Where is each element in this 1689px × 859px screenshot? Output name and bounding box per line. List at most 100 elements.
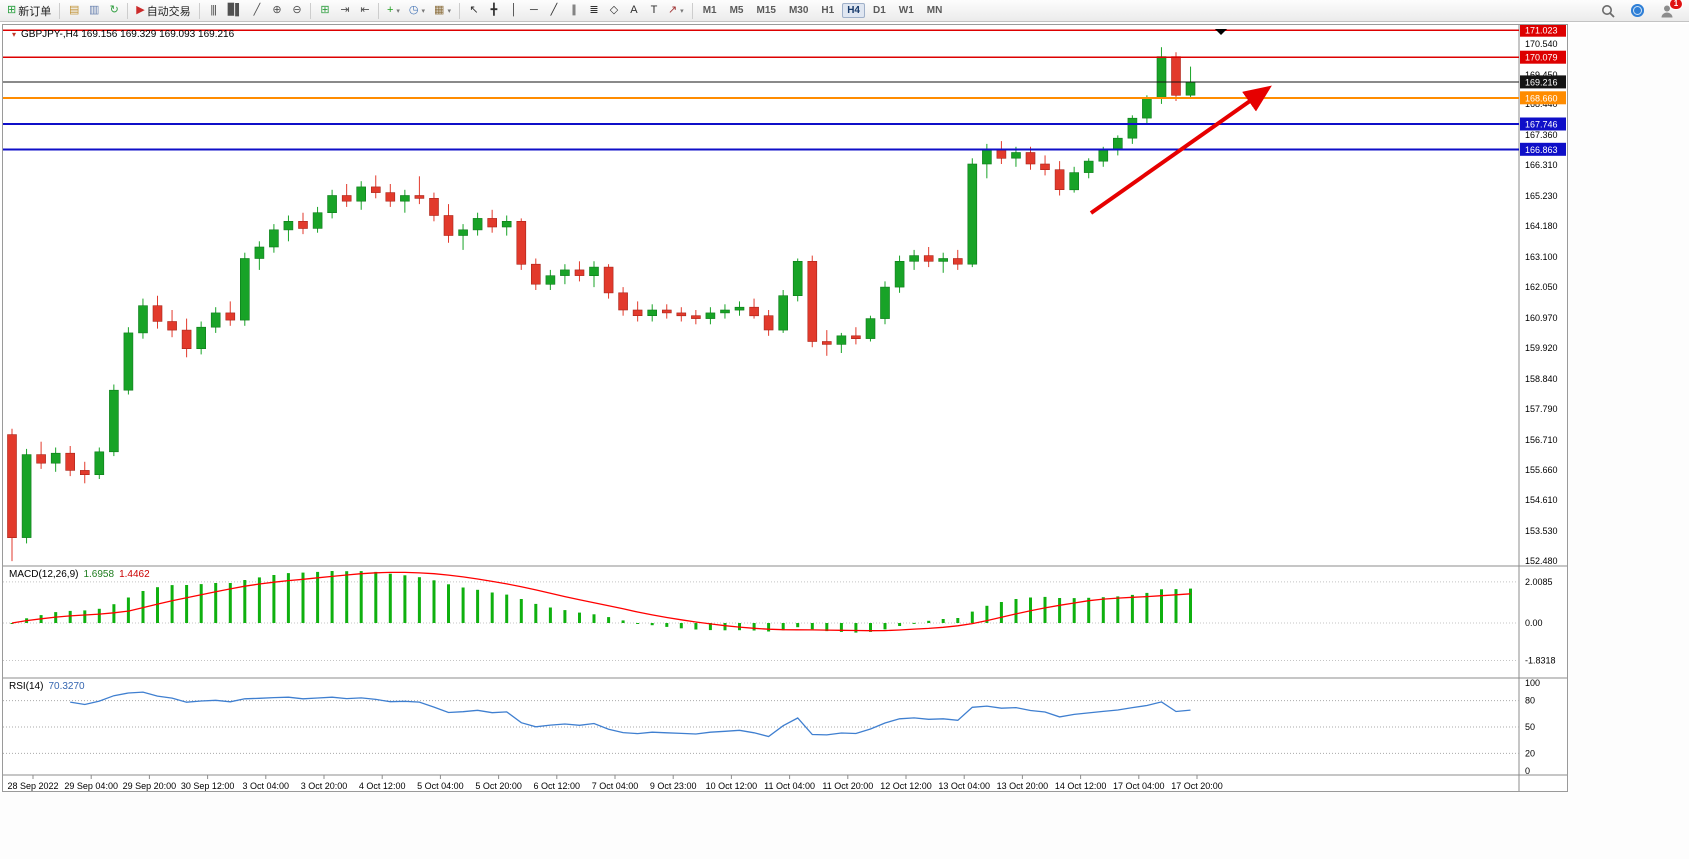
channel-icon: ∥ — [571, 4, 576, 16]
templates-button[interactable]: ▦ ▾ — [430, 1, 455, 20]
candle — [152, 305, 163, 322]
candle — [472, 218, 483, 231]
profile-button[interactable]: 1 — [1656, 0, 1683, 20]
arrows-button[interactable]: ↗ ▾ — [664, 1, 688, 20]
timeframe-h1[interactable]: H1 — [816, 3, 839, 18]
time-axis-label: 13 Oct 20:00 — [997, 781, 1049, 791]
candle — [181, 329, 192, 350]
cursor-button[interactable]: ↖ — [464, 1, 483, 20]
tile-windows-button[interactable]: ⊞ — [315, 1, 334, 20]
timeframe-m5[interactable]: M5 — [725, 3, 749, 18]
price-level-badge — [1520, 75, 1566, 89]
time-axis-label: 11 Oct 20:00 — [822, 781, 873, 791]
print-preview-button[interactable]: ▥ — [84, 1, 103, 20]
macd-histogram-bar — [534, 603, 538, 623]
timeframe-h4[interactable]: H4 — [842, 3, 865, 18]
candle — [589, 266, 599, 277]
dropdown-caret-icon: ▾ — [680, 7, 684, 15]
price-axis-tick: 157.790 — [1525, 404, 1558, 414]
candle — [632, 309, 643, 316]
zoom-out-button[interactable]: ⊖ — [287, 1, 306, 20]
crosshair-button[interactable]: ╋ — [484, 1, 503, 20]
rsi-axis-tick: 20 — [1525, 748, 1535, 758]
candle — [530, 263, 541, 285]
macd-histogram-bar — [650, 623, 654, 626]
price-axis-tick: 164.180 — [1525, 221, 1558, 231]
candle — [647, 309, 658, 316]
price-chart[interactable]: 170.540169.450168.440167.360166.310165.2… — [3, 25, 1567, 791]
chart-window: 170.540169.450168.440167.360166.310165.2… — [2, 24, 1568, 792]
charts-profile-button[interactable]: ▤ — [64, 1, 83, 20]
price-axis-tick: 152.480 — [1525, 556, 1558, 566]
macd-histogram-bar — [257, 577, 261, 623]
autotrade-label: 自动交易 — [146, 5, 191, 18]
timeframe-w1[interactable]: W1 — [894, 3, 919, 18]
candle — [501, 221, 512, 228]
macd-histogram-bar — [417, 577, 421, 623]
macd-histogram-bar — [1189, 588, 1192, 623]
price-axis-tick: 153.530 — [1525, 526, 1558, 536]
price-axis-tick: 159.920 — [1525, 343, 1558, 353]
macd-histogram-bar — [403, 575, 407, 623]
candle — [356, 186, 367, 202]
macd-histogram-bar — [563, 610, 567, 623]
horizontal-line-button[interactable]: ─ — [524, 1, 543, 20]
indicators-button[interactable]: + ▾ — [383, 1, 404, 20]
chart-shift-marker-icon[interactable] — [1215, 29, 1227, 35]
candle — [821, 341, 832, 345]
candle — [807, 261, 818, 342]
time-axis-label: 3 Oct 20:00 — [301, 781, 348, 791]
timeframe-d1[interactable]: D1 — [868, 3, 891, 18]
zoom-in-button[interactable]: ⊕ — [267, 1, 286, 20]
objects-group: ↖ ╋ │ ─ ╱ ∥ ≣ ◇ A T ↗ ▾ — [464, 1, 688, 20]
macd-histogram-bar — [752, 623, 756, 631]
rsi-axis-tick: 100 — [1525, 678, 1540, 688]
time-axis-label: 5 Oct 20:00 — [475, 781, 522, 791]
text-button[interactable]: A — [624, 1, 643, 20]
periods-button[interactable]: ◷ ▾ — [405, 1, 429, 20]
candle — [123, 332, 134, 391]
search-button[interactable] — [1597, 1, 1619, 20]
candlestick-chart-button[interactable]: ▊▌ — [224, 1, 246, 20]
timeframe-m1[interactable]: M1 — [698, 3, 722, 18]
timeframe-mn[interactable]: MN — [922, 3, 948, 18]
fibonacci-button[interactable]: ≣ — [584, 1, 603, 20]
time-axis-label: 14 Oct 12:00 — [1055, 781, 1107, 791]
autotrade-button[interactable]: ▶ 自动交易 — [132, 1, 194, 20]
bar-chart-button[interactable]: ||| — [204, 1, 223, 20]
auto-scroll-button[interactable]: ⇥ — [335, 1, 354, 20]
macd-histogram-bar — [694, 623, 698, 630]
zoom-in-icon: ⊕ — [272, 4, 281, 16]
timeframe-m15[interactable]: M15 — [752, 3, 781, 18]
candle — [1011, 152, 1021, 159]
candle — [836, 335, 847, 345]
chart-shift-button[interactable]: ⇤ — [355, 1, 374, 20]
macd-histogram-bar — [636, 623, 640, 624]
profile-group: ▤ ▥ ↻ — [64, 1, 123, 20]
candle — [487, 218, 498, 228]
candle — [50, 452, 61, 464]
label-button[interactable]: T — [644, 1, 663, 20]
macd-histogram-bar — [1087, 597, 1091, 623]
macd-histogram-bar — [941, 619, 945, 623]
channel-button[interactable]: ∥ — [564, 1, 583, 20]
price-level-badge — [1520, 25, 1566, 37]
trend-arrow[interactable] — [1089, 85, 1272, 215]
shapes-button[interactable]: ◇ — [604, 1, 623, 20]
macd-histogram-bar — [883, 623, 887, 630]
macd-histogram-bar — [854, 623, 858, 633]
macd-histogram-bar — [781, 623, 785, 631]
line-chart-button[interactable]: ╱ — [247, 1, 266, 20]
timeframe-m30[interactable]: M30 — [784, 3, 813, 18]
macd-histogram-bar — [83, 610, 87, 623]
candle — [996, 149, 1007, 159]
macd-signal-line — [11, 571, 1191, 632]
macd-axis-tick: 2.0085 — [1525, 577, 1553, 587]
community-button[interactable] — [1627, 1, 1648, 20]
new-order-button[interactable]: ⊞ 新订单 — [3, 1, 55, 20]
refresh-data-button[interactable]: ↻ — [104, 1, 123, 20]
candle — [1171, 56, 1181, 96]
price-level-badge — [1520, 142, 1566, 156]
vertical-line-button[interactable]: │ — [504, 1, 523, 20]
trendline-button[interactable]: ╱ — [544, 1, 563, 20]
